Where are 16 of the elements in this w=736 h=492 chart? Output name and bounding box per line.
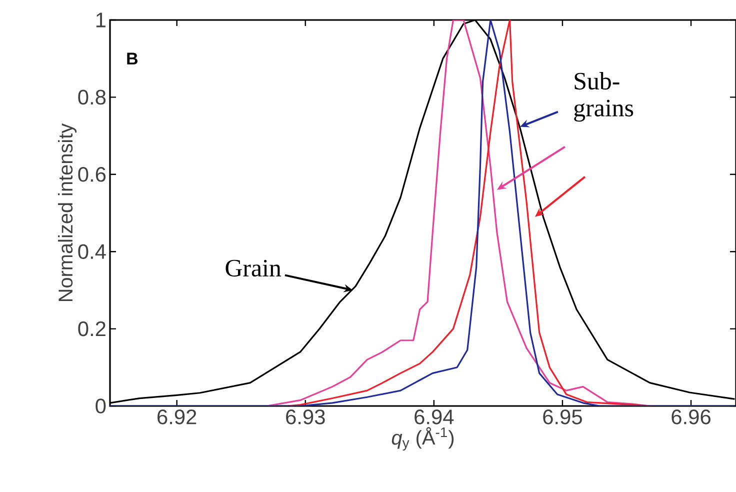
x-tick-label: 6.94 bbox=[414, 410, 454, 424]
y-tick-label: 1 bbox=[96, 12, 106, 28]
annotation: Grain bbox=[226, 260, 282, 277]
y-axis-title: Normalized intensity bbox=[58, 123, 77, 302]
y-tick-label: 0.2 bbox=[78, 321, 106, 336]
y-tick-label: 0.8 bbox=[78, 90, 106, 105]
x-axis-title: q$_{y}$ (Å$^{-1}$) bbox=[392, 427, 454, 451]
annotation: Sub- grains bbox=[574, 72, 634, 122]
x-tick-label: 6.93 bbox=[286, 410, 325, 424]
y-tick-label: 0 bbox=[96, 398, 106, 414]
y-tick-label: 0.4 bbox=[78, 244, 106, 259]
annotation: B bbox=[127, 52, 138, 64]
y-tick-label: 0.6 bbox=[78, 166, 106, 182]
x-tick-label: 6.92 bbox=[158, 410, 196, 424]
x-tick-label: 6.96 bbox=[672, 410, 710, 424]
x-tick-label: 6.95 bbox=[543, 410, 582, 424]
